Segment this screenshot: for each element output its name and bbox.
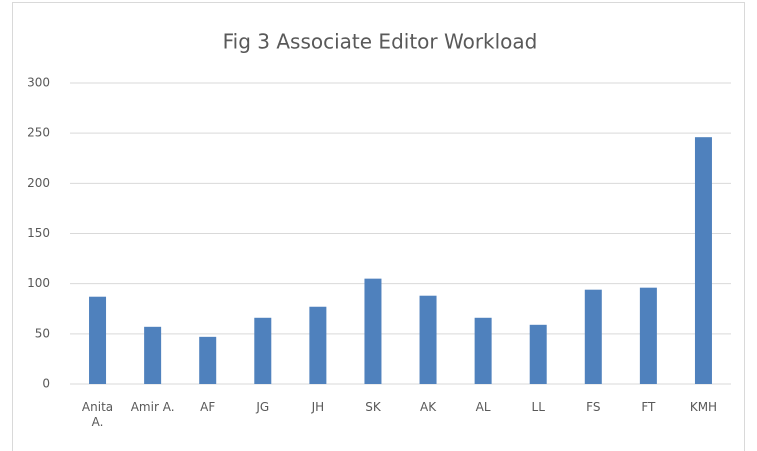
- bar: [364, 278, 382, 384]
- x-tick-label: JH: [311, 400, 325, 414]
- bar: [419, 295, 437, 384]
- bar: [254, 317, 272, 384]
- x-tick-label: AF: [200, 400, 216, 414]
- bar: [584, 289, 602, 384]
- y-tick-label: 50: [35, 326, 50, 340]
- bar: [89, 296, 107, 384]
- bar: [199, 336, 217, 384]
- bar: [474, 317, 492, 384]
- bar: [639, 287, 657, 384]
- y-tick-label: 150: [27, 226, 50, 240]
- chart-title: Fig 3 Associate Editor Workload: [223, 30, 538, 54]
- x-tick-label: Amir A.: [130, 400, 175, 414]
- x-tick-label: SK: [365, 400, 381, 414]
- x-tick-label: FS: [586, 400, 601, 414]
- y-tick-label: 100: [27, 276, 50, 290]
- x-tick-label: AK: [419, 400, 437, 414]
- y-tick-label: 300: [27, 76, 50, 90]
- x-tick-label: FT: [641, 400, 656, 414]
- x-tick-label: KMH: [689, 400, 718, 414]
- y-tick-label: 250: [27, 126, 50, 140]
- y-tick-label: 0: [42, 377, 50, 391]
- bar: [309, 306, 327, 384]
- x-tick-label: Anita A.: [81, 400, 114, 429]
- x-tick-label: LL: [531, 400, 545, 414]
- bar: [529, 324, 547, 384]
- bar: [144, 326, 162, 384]
- x-tick-label: JG: [256, 400, 270, 414]
- bar: [694, 137, 712, 384]
- x-tick-label: AL: [475, 400, 491, 414]
- y-tick-label: 200: [27, 176, 50, 190]
